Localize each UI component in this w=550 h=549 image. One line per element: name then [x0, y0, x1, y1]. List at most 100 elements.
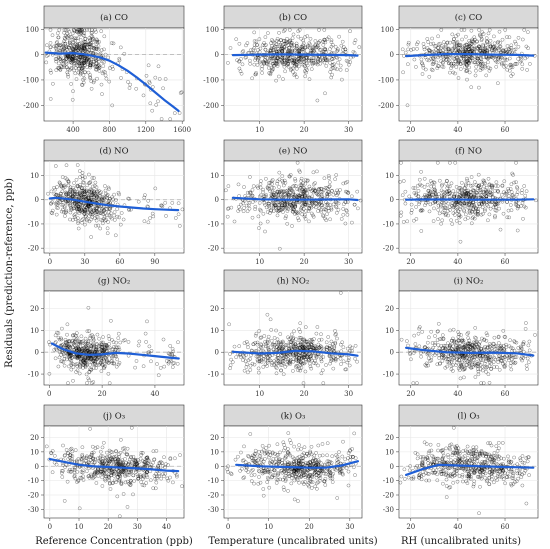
residual-point	[143, 193, 147, 197]
residual-point	[179, 90, 184, 95]
residual-point	[481, 55, 486, 59]
y-tick-label: -200	[203, 102, 219, 110]
residual-point	[108, 206, 113, 211]
residual-point	[465, 68, 469, 73]
residual-point	[314, 61, 318, 66]
residual-point	[285, 36, 289, 41]
residual-point	[56, 66, 60, 70]
residual-point	[422, 47, 427, 52]
residual-point	[429, 67, 434, 72]
residual-point	[262, 201, 267, 205]
residual-point	[68, 43, 72, 47]
residual-point	[311, 170, 316, 175]
residual-point	[294, 62, 299, 67]
residual-point	[65, 35, 69, 39]
residual-point	[48, 68, 53, 73]
residual-point	[307, 41, 312, 45]
residual-point	[337, 57, 342, 62]
residual-point	[77, 169, 82, 173]
residual-point	[279, 46, 284, 51]
residual-point	[100, 197, 104, 202]
y-tick-label: 20	[210, 305, 219, 313]
residual-point	[421, 65, 426, 70]
residual-point	[83, 222, 87, 227]
residual-point	[456, 76, 461, 80]
residual-point	[297, 48, 301, 53]
residual-point	[283, 58, 287, 63]
residual-point	[292, 73, 297, 78]
residual-point	[96, 207, 101, 212]
residual-point	[127, 86, 132, 90]
residual-point	[503, 48, 508, 52]
residual-point	[286, 59, 291, 64]
residual-point	[488, 44, 493, 49]
residual-point	[452, 37, 456, 41]
residual-point	[313, 181, 317, 185]
residual-point	[112, 192, 116, 197]
residual-point	[113, 233, 118, 238]
residual-point	[72, 190, 77, 194]
residual-point	[94, 45, 99, 49]
residual-point	[494, 64, 499, 69]
residual-point	[454, 42, 459, 47]
residual-point	[508, 48, 513, 52]
residual-point	[96, 198, 101, 203]
residual-point	[71, 188, 76, 192]
residual-point	[277, 30, 281, 35]
residual-point	[159, 203, 164, 208]
residual-point	[467, 70, 472, 75]
residual-point	[477, 85, 481, 90]
residual-point	[88, 42, 93, 47]
residual-point	[430, 68, 435, 73]
residual-point	[61, 202, 65, 207]
y-tick-label: -10	[28, 220, 39, 228]
residual-point	[266, 60, 271, 65]
residual-point	[292, 43, 297, 48]
residual-point	[446, 61, 451, 65]
residual-point	[79, 31, 83, 35]
residual-point	[509, 43, 514, 48]
residual-point	[150, 85, 155, 89]
residual-point	[78, 69, 83, 74]
residual-point	[266, 66, 271, 70]
residual-point	[285, 61, 290, 66]
x-tick-label: 1600	[173, 126, 191, 134]
residual-point	[400, 47, 405, 52]
residual-point	[311, 58, 315, 63]
residual-point	[98, 193, 102, 198]
y-tick-label: 10	[210, 172, 219, 180]
residual-point	[163, 200, 168, 205]
x-tick-label: 60	[115, 258, 124, 266]
residual-point	[469, 55, 474, 60]
residual-point	[477, 59, 482, 64]
residual-point	[78, 72, 83, 77]
residual-point	[117, 192, 121, 197]
residual-point	[507, 35, 512, 40]
residual-point	[351, 49, 356, 54]
y-tick-label: -100	[23, 76, 39, 84]
residual-point	[485, 48, 490, 53]
residual-point	[303, 45, 308, 49]
residual-point	[448, 40, 452, 45]
residual-point	[423, 67, 428, 72]
residual-point	[325, 212, 329, 217]
y-tick-label: -20	[383, 245, 394, 253]
residual-point	[96, 223, 101, 228]
residual-point	[75, 190, 79, 194]
x-tick-label: 20	[300, 390, 309, 398]
residual-point	[476, 44, 481, 49]
residual-point	[77, 63, 82, 68]
residual-point	[51, 81, 55, 86]
residual-point	[45, 43, 49, 48]
y-tick-label: 0	[390, 196, 394, 204]
residual-point	[142, 219, 147, 224]
residual-point	[83, 208, 88, 212]
residual-point	[472, 41, 477, 45]
residual-point	[90, 215, 95, 219]
residual-point	[468, 49, 473, 54]
residual-point	[294, 211, 299, 216]
residual-point	[127, 197, 132, 201]
residual-point	[315, 44, 320, 48]
residual-point	[312, 48, 316, 53]
residual-point	[178, 91, 183, 95]
